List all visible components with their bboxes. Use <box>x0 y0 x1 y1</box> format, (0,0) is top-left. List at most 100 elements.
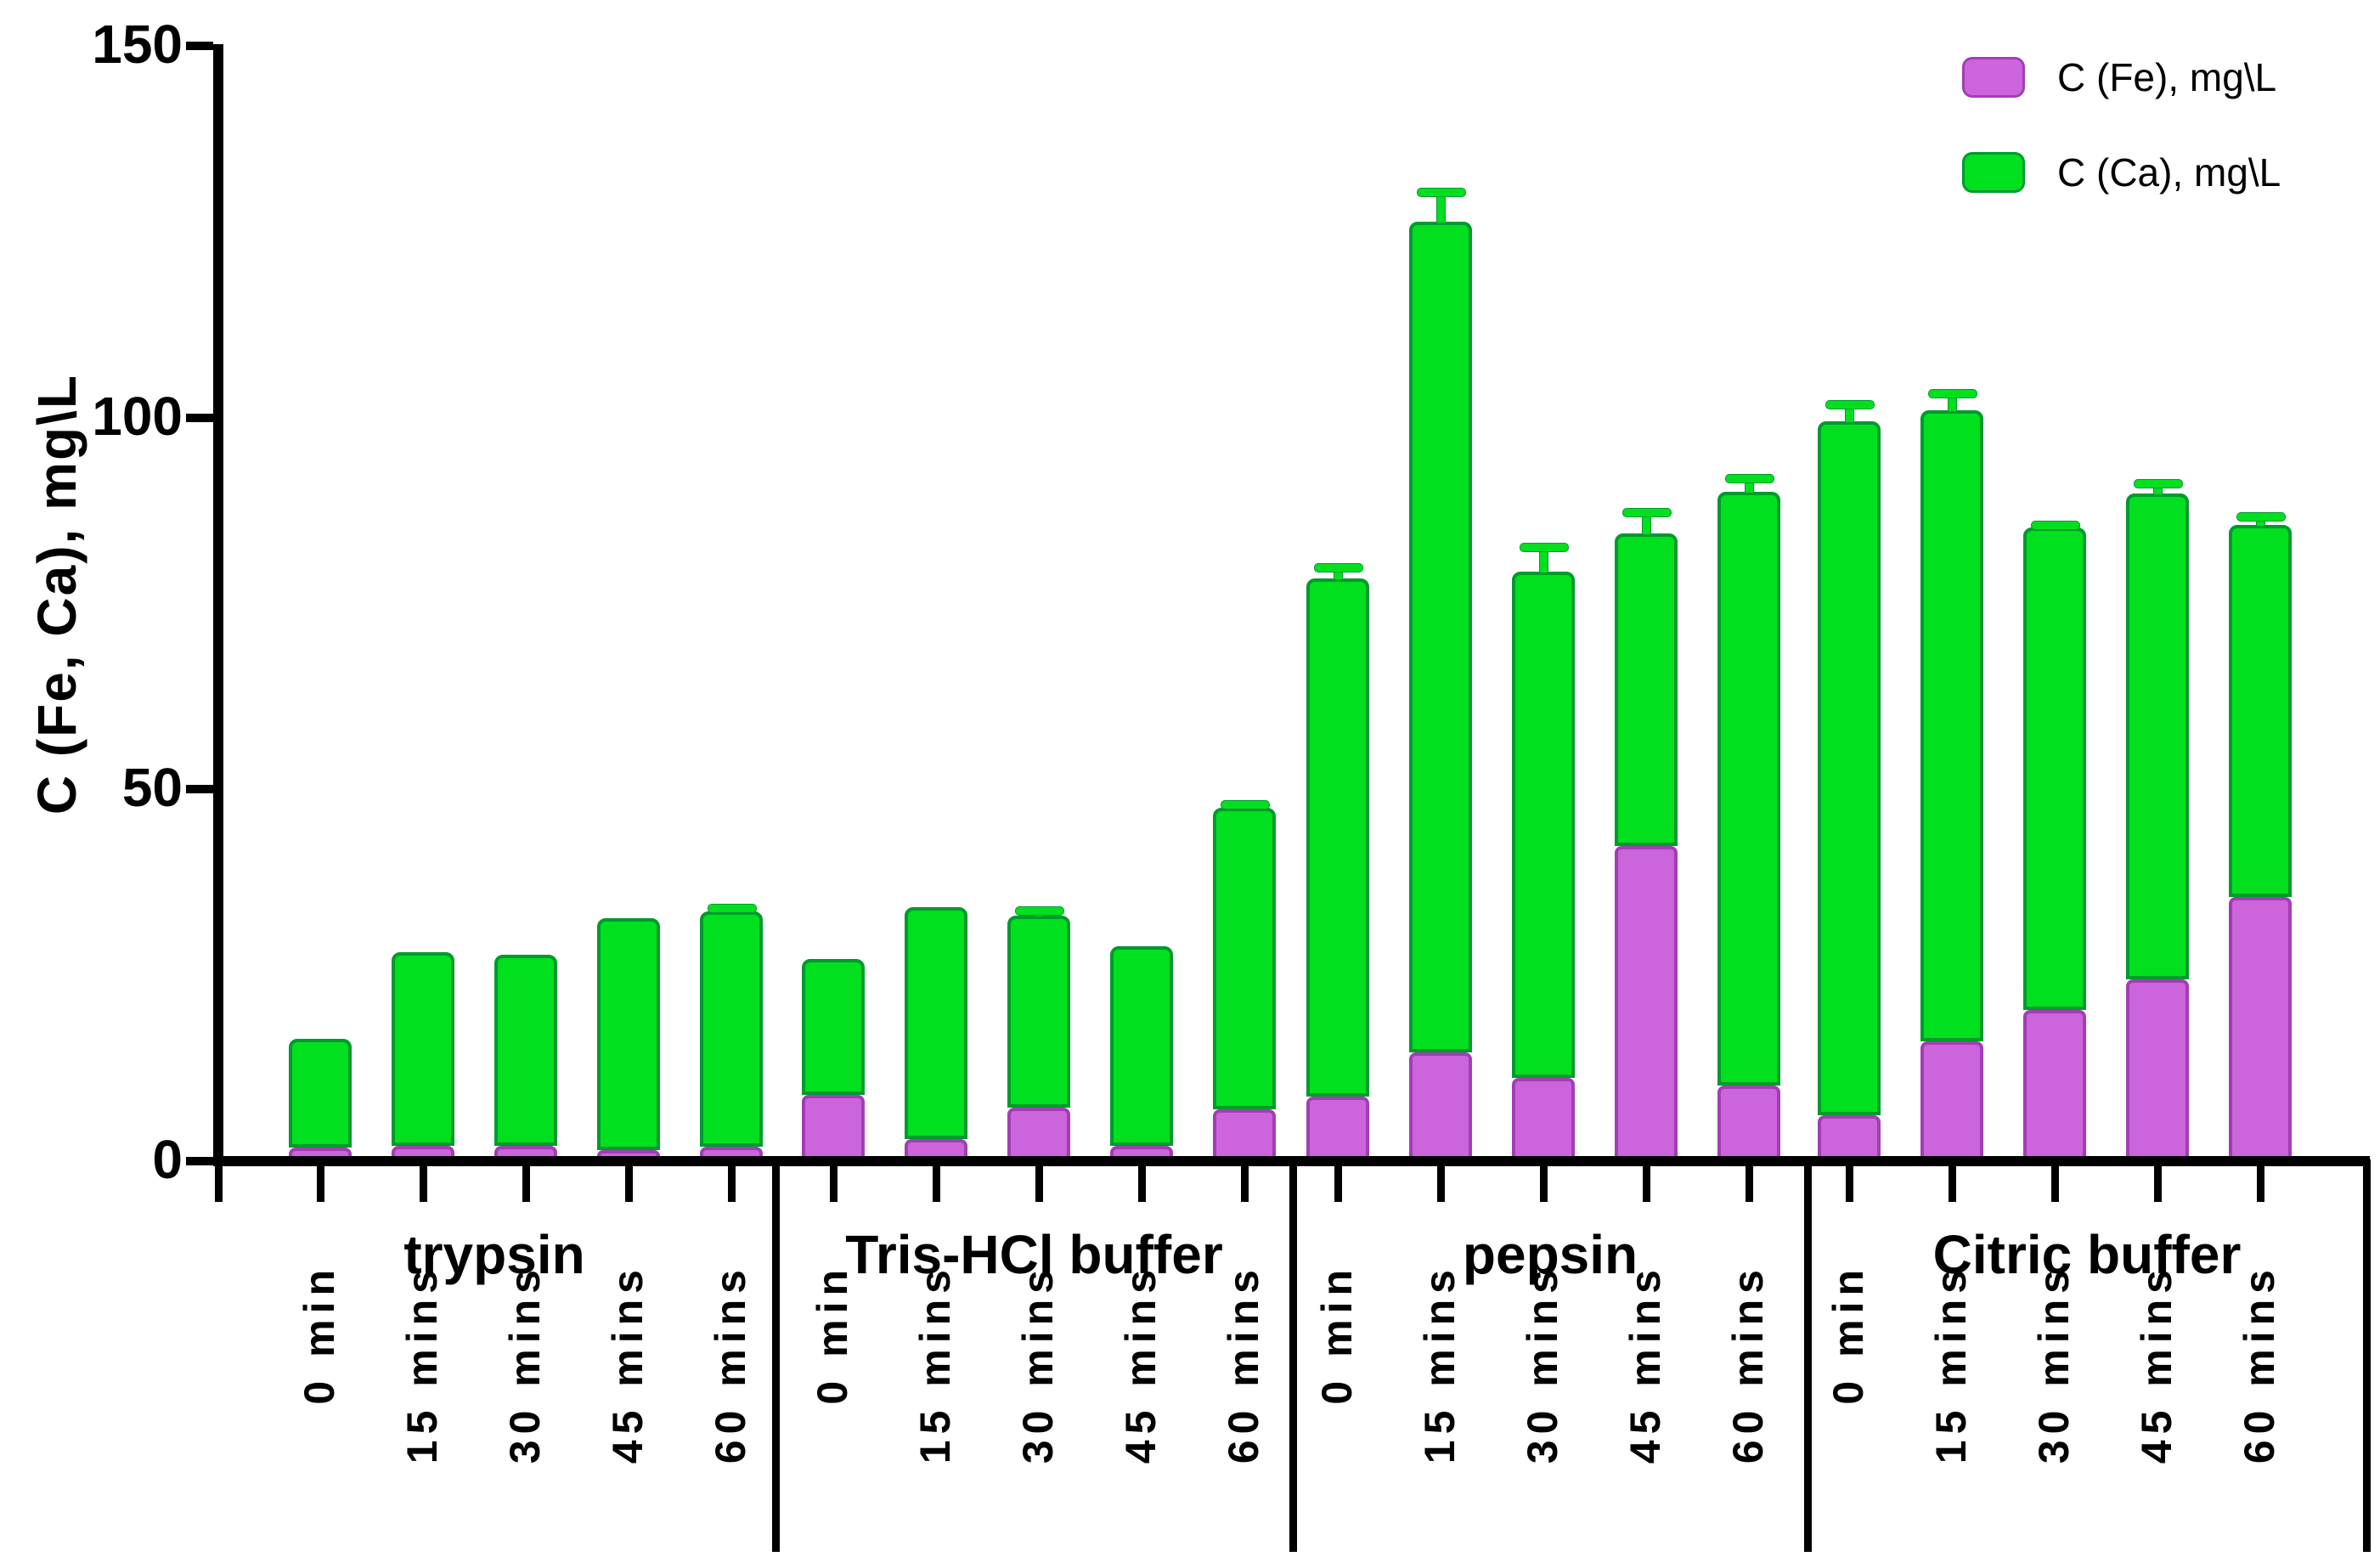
y-tick-label: 100 <box>92 385 183 447</box>
time-label: 45 mins <box>604 1264 651 1464</box>
time-label: 0 min <box>1824 1264 1872 1405</box>
legend-swatch-ca-icon <box>1962 152 2025 193</box>
error-bar-cap <box>1928 388 1977 398</box>
fe-segment <box>494 1145 557 1156</box>
group-divider <box>1804 1159 1812 1552</box>
bar-tick <box>522 1166 530 1202</box>
fe-segment <box>597 1149 660 1156</box>
ca-segment <box>2023 527 2086 1010</box>
bar-tick <box>2154 1166 2162 1202</box>
y-tick-label: 0 <box>152 1129 183 1190</box>
time-label: 60 mins <box>707 1264 754 1464</box>
time-label: 45 mins <box>2133 1264 2180 1464</box>
bar-tick <box>420 1166 427 1202</box>
ca-segment <box>1818 421 1881 1115</box>
ca-segment <box>494 954 557 1146</box>
time-label: 60 mins <box>2236 1264 2283 1464</box>
bar-tick <box>728 1166 736 1202</box>
time-label: 45 mins <box>1117 1264 1165 1464</box>
error-bar-cap <box>1825 400 1875 410</box>
y-tick <box>186 785 213 794</box>
fe-segment <box>1007 1108 1070 1156</box>
time-label: 0 min <box>296 1264 343 1405</box>
fe-segment <box>2126 979 2189 1156</box>
time-label: 0 min <box>1313 1264 1361 1405</box>
ca-segment <box>392 952 454 1146</box>
ca-segment <box>905 906 967 1139</box>
ca-segment <box>597 917 660 1150</box>
fe-segment <box>700 1146 763 1156</box>
bar-tick <box>1334 1166 1342 1202</box>
ca-segment <box>2126 494 2189 979</box>
fe-segment <box>289 1148 352 1156</box>
y-tick <box>186 413 213 422</box>
error-bar-cap <box>1622 507 1672 517</box>
group-label: pepsin <box>1462 1224 1638 1285</box>
y-axis-line <box>213 44 223 1166</box>
error-bar-cap <box>2031 520 2080 530</box>
ca-segment <box>1007 916 1070 1108</box>
legend-item-ca: C (Ca), mg\L <box>1962 149 2281 195</box>
y-tick <box>186 42 213 50</box>
bar-tick <box>1846 1166 1853 1202</box>
fe-segment <box>1213 1108 1276 1156</box>
time-label: 30 mins <box>501 1264 549 1464</box>
fe-segment <box>392 1145 454 1156</box>
time-label: 45 mins <box>1621 1264 1669 1464</box>
time-label: 15 mins <box>1927 1264 1975 1464</box>
ca-segment <box>2229 524 2292 898</box>
time-label: 15 mins <box>911 1264 959 1464</box>
time-label: 30 mins <box>1519 1264 1566 1464</box>
bar-tick <box>830 1166 838 1202</box>
bar-tick <box>1241 1166 1249 1202</box>
bar-tick <box>2051 1166 2059 1202</box>
y-tick <box>186 1157 213 1165</box>
bar-tick <box>1746 1166 1753 1202</box>
legend-item-fe: C (Fe), mg\L <box>1962 54 2276 100</box>
time-label: 60 mins <box>1220 1264 1267 1464</box>
error-bar-cap <box>1015 906 1064 917</box>
fe-segment <box>1920 1041 1983 1156</box>
bar-tick <box>1643 1166 1650 1202</box>
group-label: Tris-HCl buffer <box>845 1224 1223 1285</box>
group-divider <box>772 1159 780 1552</box>
time-label: 30 mins <box>1014 1264 1062 1464</box>
error-bar-cap <box>1725 473 1774 483</box>
bar-tick <box>625 1166 633 1202</box>
bar-tick <box>1138 1166 1146 1202</box>
error-bar-cap <box>708 903 757 913</box>
fe-segment <box>802 1095 865 1156</box>
ca-segment <box>1920 410 1983 1042</box>
bar-tick <box>1437 1166 1445 1202</box>
axis-origin-tick <box>215 1166 223 1202</box>
y-tick-label: 50 <box>121 757 183 819</box>
error-bar-cap <box>1221 799 1270 809</box>
error-bar-cap <box>2236 512 2286 522</box>
bar-tick <box>1035 1166 1043 1202</box>
fe-segment <box>1306 1096 1369 1156</box>
bar-tick <box>1540 1166 1548 1202</box>
error-bar-cap <box>2134 478 2183 488</box>
bar-tick <box>933 1166 940 1202</box>
ca-segment <box>1717 492 1780 1086</box>
fe-segment <box>1818 1114 1881 1156</box>
fe-segment <box>1409 1052 1472 1156</box>
group-label: trypsin <box>403 1224 585 1285</box>
group-divider <box>1289 1159 1297 1552</box>
ca-segment <box>1306 578 1369 1097</box>
fe-segment <box>1615 845 1678 1156</box>
ca-segment <box>289 1038 352 1148</box>
ca-segment <box>1615 533 1678 846</box>
y-tick-label: 150 <box>92 14 183 75</box>
time-label: 15 mins <box>1416 1264 1464 1464</box>
ca-segment <box>1213 808 1276 1109</box>
fe-segment <box>1717 1085 1780 1156</box>
legend-label: C (Fe), mg\L <box>2057 55 2277 99</box>
bar-tick <box>317 1166 324 1202</box>
legend-label: C (Ca), mg\L <box>2057 150 2281 195</box>
group-label: Citric buffer <box>1932 1224 2242 1285</box>
ca-segment <box>1110 946 1173 1146</box>
fe-segment <box>2023 1009 2086 1156</box>
fe-segment <box>1110 1145 1173 1156</box>
